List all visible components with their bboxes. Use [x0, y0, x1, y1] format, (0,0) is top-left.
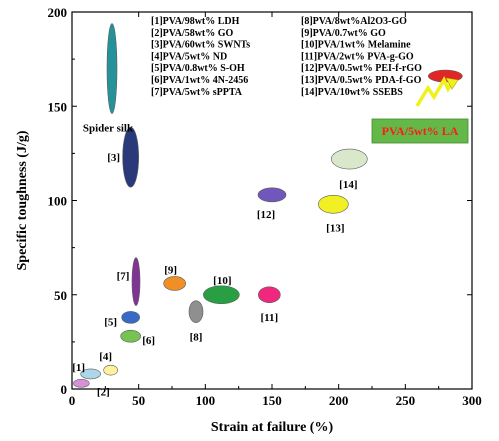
legend-entry: [8]PVA/8wt%Al2O3-GO	[301, 16, 407, 27]
y-tick-label: 0	[61, 382, 68, 397]
point-marker	[188, 300, 204, 324]
x-tick-label: 250	[396, 393, 416, 408]
x-tick-label: 150	[262, 393, 282, 408]
callout-box	[371, 118, 469, 144]
point-label: [11]	[260, 312, 278, 324]
legend-entry: [6]PVA/1wt% 4N-2456	[151, 75, 248, 86]
legend-entry: [12]PVA/0.5wt% PEI-f-rGO	[301, 63, 422, 74]
point-marker	[121, 311, 140, 324]
point-marker	[120, 329, 141, 343]
legend-entry: [3]PVA/60wt% SWNTs	[151, 40, 250, 51]
point-label: [4]	[99, 351, 112, 363]
x-tick-label: 0	[69, 393, 76, 408]
point-label: [2]	[97, 386, 110, 398]
point-marker	[73, 379, 90, 388]
point-label: [13]	[326, 222, 344, 234]
point-label: [8]	[190, 332, 203, 344]
point-label: [14]	[339, 179, 357, 191]
labels-layer: [1] [2] [3] [4] [5] [6] [7] [8] [9] [10] [11] [12] […	[72, 123, 458, 399]
point-marker	[257, 187, 287, 203]
legend-entry: [14]PVA/10wt% SSEBS	[301, 87, 403, 98]
legend-entry: [11]PVA/2wt% PVA-g-GO	[301, 51, 414, 62]
y-tick-label: 50	[54, 288, 67, 303]
axes-layer: 0 50 100 150 200 250 300 0 50 100 150 200 Strain at …	[15, 5, 482, 435]
point-label: [5]	[104, 316, 117, 328]
x-tick-label: 300	[462, 393, 482, 408]
point-marker	[203, 285, 240, 305]
legend-entry: [7]PVA/5wt% sPPTA	[151, 87, 243, 98]
point-label: [7]	[117, 271, 130, 283]
point-label: [3]	[107, 152, 120, 164]
x-tick-label: 200	[329, 393, 349, 408]
point-label: [6]	[142, 335, 155, 347]
point-marker	[258, 286, 281, 304]
point-marker	[163, 276, 186, 291]
legend-layer: [1]PVA/98wt% LDH[2]PVA/58wt% GO[3]PVA/60…	[151, 16, 422, 98]
lightning-arrowhead	[445, 77, 459, 90]
y-axis-title: Specific toughness (J/g)	[15, 130, 30, 270]
point-label: [10]	[213, 275, 231, 287]
point-marker	[106, 23, 118, 114]
y-tick-label: 150	[48, 99, 68, 114]
point-marker	[131, 257, 141, 306]
point-marker	[318, 194, 349, 214]
point-marker	[122, 126, 139, 188]
legend-entry: [4]PVA/5wt% ND	[151, 51, 227, 62]
point-marker	[331, 148, 368, 170]
x-tick-label: 100	[196, 393, 216, 408]
point-marker	[80, 368, 101, 380]
legend-entry: [13]PVA/0.5wt% PDA-f-GO	[301, 75, 422, 86]
point-label: [9]	[164, 264, 177, 276]
legend-entry: [5]PVA/0.8wt% S-OH	[151, 63, 245, 74]
legend-entry: [2]PVA/58wt% GO	[151, 28, 234, 39]
legend-entry: [10]PVA/1wt% Melamine	[301, 40, 411, 51]
point-marker	[103, 364, 118, 376]
lightning-arrow	[415, 76, 454, 107]
legend-entry: [1]PVA/98wt% LDH	[151, 16, 240, 27]
legend-entry: [9]PVA/0.7wt% GO	[301, 28, 386, 39]
callout-label: PVA/5wt% LA	[382, 124, 459, 138]
point-label: [12]	[257, 209, 275, 221]
marks-layer	[73, 23, 469, 388]
x-axis-title: Strain at failure (%)	[211, 420, 334, 435]
y-tick-label: 100	[48, 194, 68, 209]
y-tick-label: 200	[48, 5, 68, 20]
x-tick-label: 50	[132, 393, 145, 408]
point-label: [1]	[72, 362, 85, 374]
spider-silk-label: Spider silk	[83, 123, 134, 135]
